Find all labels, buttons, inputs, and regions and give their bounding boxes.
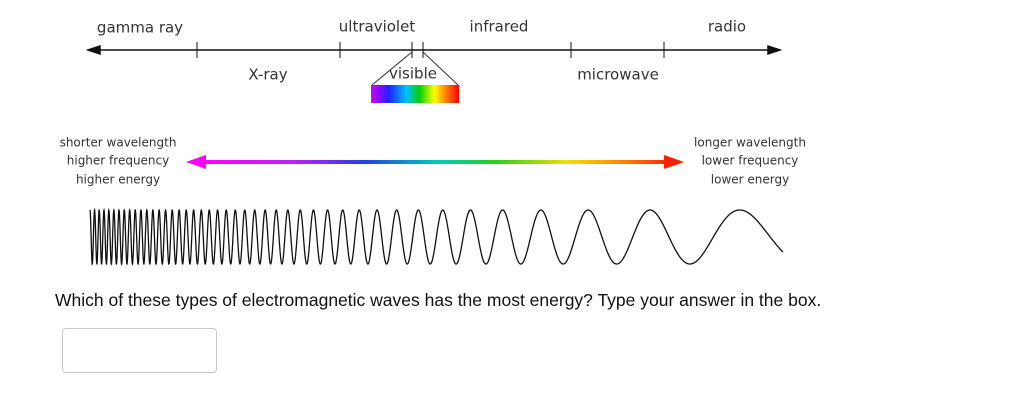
top-label: infrared	[470, 18, 529, 36]
rainbow-arrow	[186, 155, 684, 169]
right-text: longer wavelength	[694, 136, 806, 150]
bottom-label: microwave	[577, 66, 659, 84]
visible-bracket	[371, 51, 459, 86]
wave	[89, 207, 784, 267]
left-text: shorter wavelength	[60, 136, 177, 150]
top-label: gamma ray	[97, 19, 183, 37]
left-text: higher frequency	[67, 154, 169, 168]
right-text: lower energy	[711, 173, 789, 187]
right-text: lower frequency	[702, 154, 799, 168]
question: Which of these types of electromagnetic …	[55, 290, 822, 310]
spectrum-diagram: gamma ray ultraviolet infrared radio X-r…	[60, 18, 806, 267]
spectrum-axis	[85, 42, 783, 58]
top-label: ultraviolet	[339, 18, 416, 36]
answer-box[interactable]	[62, 328, 217, 373]
visible-spectrum	[371, 85, 459, 103]
bottom-label: X-ray	[248, 66, 287, 84]
left-text: higher energy	[76, 173, 160, 187]
bottom-label: visible	[389, 65, 437, 83]
top-label: radio	[708, 18, 746, 36]
